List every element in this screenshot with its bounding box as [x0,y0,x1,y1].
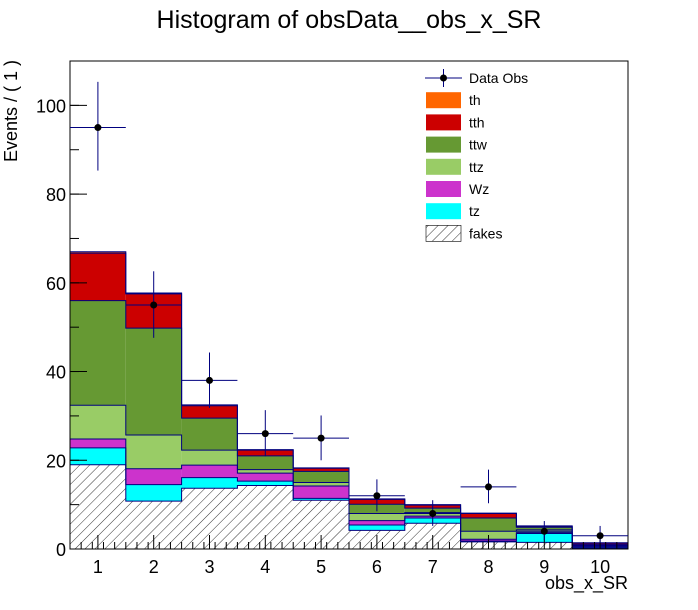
bar-tz-bin-4 [237,481,294,486]
legend-label-data-obs: Data Obs [469,70,528,86]
legend: Data Obs th tth ttw ttz Wz tz fakes [425,69,528,242]
data-point-bin-3 [206,376,213,384]
bar-ttz-bin-1 [70,405,126,439]
legend-swatch-ttw [426,136,461,153]
bar-th-bin-1 [70,251,126,254]
data-point-bin-6 [373,492,381,500]
legend-label-tz: tz [469,203,480,219]
bar-tth-bin-1 [70,253,126,301]
bar-tz-bin-6 [349,525,405,531]
bar-ttz-bin-5 [293,482,349,487]
bar-ttz-bin-2 [125,434,182,469]
y-tick-label-0: 0 [56,540,66,560]
y-axis-label: Events / ( 1 ) [1,60,21,162]
data-point-bin-1 [94,124,102,132]
bar-wz-bin-4 [237,473,294,482]
legend-swatch-ttz [426,158,461,175]
legend-swatch-tth [426,114,461,131]
legend-label-th: th [469,92,481,108]
y-tick-label-20: 20 [46,451,66,471]
bar-tth-bin-3 [181,405,238,419]
bar-ttz-bin-4 [237,469,294,474]
bar-tz-bin-1 [70,447,126,465]
legend-label-ttw: ttw [469,137,488,153]
bar-fakes-bin-1 [70,464,126,549]
bar-wz-bin-5 [293,486,349,499]
legend-swatch-wz [426,181,461,197]
y-tick-label-80: 80 [46,185,66,205]
legend-marker-data-obs [440,74,447,82]
x-tick-label-5: 5 [316,557,326,577]
bar-ttz-bin-6 [349,513,405,521]
bar-ttw-bin-4 [237,455,294,470]
chart-title: Histogram of obsData__obs_x_SR [157,6,542,34]
x-tick-label-8: 8 [483,557,493,577]
x-tick-label-10: 10 [590,557,610,577]
x-tick-label-6: 6 [372,557,382,577]
bar-tth-bin-5 [293,468,349,472]
data-point-bin-5 [317,434,325,442]
bar-wz-bin-3 [181,465,238,478]
x-tick-label-2: 2 [149,557,159,577]
x-tick-label-3: 3 [204,557,214,577]
data-point-bin-9 [540,527,548,535]
bar-ttw-bin-1 [70,300,126,406]
data-point-bin-7 [429,510,437,518]
x-tick-label-9: 9 [539,557,549,577]
data-point-bin-4 [261,430,269,438]
y-tick-label-60: 60 [46,274,66,294]
bar-tz-bin-5 [293,498,349,501]
bar-ttw-bin-3 [181,418,238,451]
legend-label-ttz: ttz [469,159,484,175]
x-axis-label: obs_x_SR [545,573,628,594]
bar-ttw-bin-5 [293,471,349,483]
bar-wz-bin-2 [125,468,182,485]
data-point-bin-10 [596,532,604,540]
legend-label-wz: Wz [469,181,489,197]
y-tick-label-100: 100 [36,96,66,116]
x-tick-label-7: 7 [428,557,438,577]
x-tick-label-4: 4 [260,557,270,577]
legend-swatch-fakes [425,225,462,242]
data-point-bin-8 [485,483,492,491]
bar-wz-bin-1 [70,438,126,448]
y-tick-label-40: 40 [46,363,66,383]
stack-outline-th [70,251,628,544]
data-point-bin-2 [150,301,158,309]
bar-ttz-bin-3 [181,450,238,466]
bar-tth-bin-8 [460,513,517,518]
bar-ttw-bin-2 [125,328,182,435]
bar-tz-bin-3 [181,477,238,489]
bar-wz-bin-6 [349,520,405,526]
legend-label-tth: tth [469,114,485,130]
legend-swatch-tz [426,203,461,220]
bar-ttw-bin-8 [460,517,517,532]
x-tick-label-1: 1 [93,557,103,577]
legend-label-fakes: fakes [469,225,502,241]
bar-tz-bin-2 [125,484,182,502]
legend-swatch-th [426,92,461,109]
